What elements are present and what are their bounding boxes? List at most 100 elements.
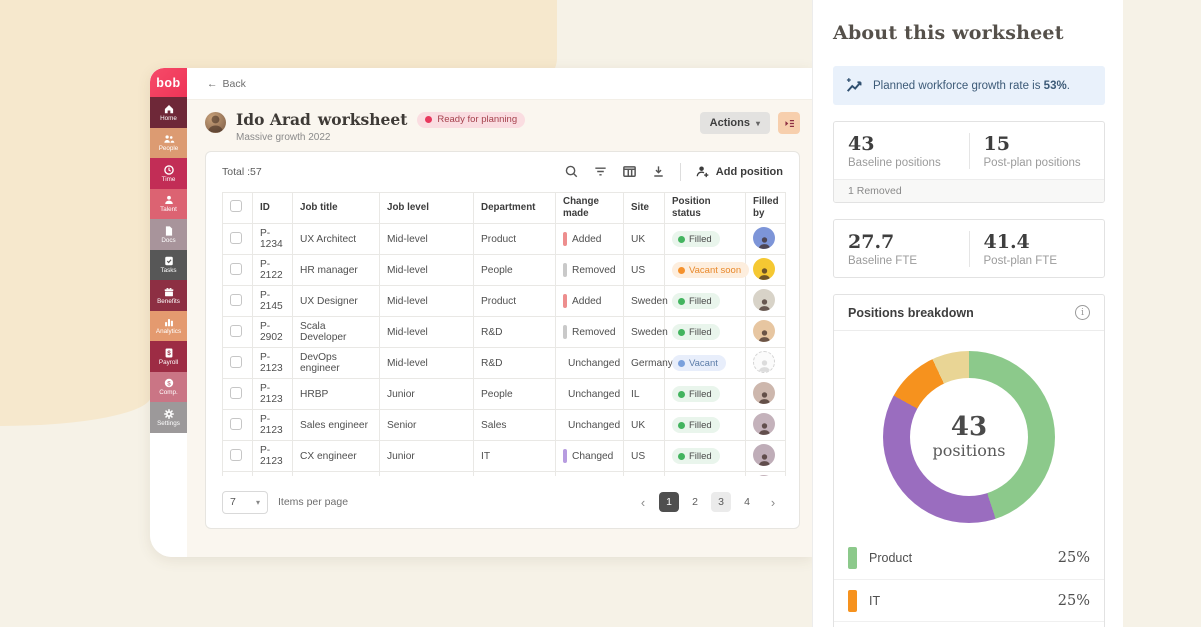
sidebar-item-time[interactable]: Time xyxy=(150,158,187,189)
avatar[interactable] xyxy=(753,319,775,342)
people-icon xyxy=(163,133,175,145)
sidebar-item-benefits[interactable]: Benefits xyxy=(150,280,187,311)
prev-page-button[interactable]: ‹ xyxy=(633,492,653,512)
sidebar-item-label: Talent xyxy=(160,206,177,214)
breakdown-title: Positions breakdown xyxy=(848,305,974,320)
avatar[interactable] xyxy=(753,381,775,404)
position-status-badge: Filled xyxy=(672,417,720,434)
row-checkbox[interactable] xyxy=(230,324,242,337)
cell-site: IL xyxy=(623,378,665,411)
table-row-partial[interactable] xyxy=(222,471,786,477)
status-label: Filled xyxy=(689,419,712,431)
positions-donut-chart: 43 positions xyxy=(883,351,1055,523)
legend-label: IT xyxy=(869,593,881,608)
toolbar-divider xyxy=(679,162,681,181)
page-button-4[interactable]: 4 xyxy=(737,492,757,512)
page-button-2[interactable]: 2 xyxy=(685,492,705,512)
columns-icon[interactable] xyxy=(622,164,637,179)
sidebar-item-docs[interactable]: Docs xyxy=(150,219,187,250)
row-checkbox[interactable] xyxy=(230,355,242,368)
cell-department: People xyxy=(473,254,556,287)
row-checkbox[interactable] xyxy=(230,417,242,430)
avatar[interactable] xyxy=(753,257,775,280)
bob-logo-text: bob xyxy=(156,75,181,90)
avatar[interactable] xyxy=(753,474,775,477)
sidebar-item-home[interactable]: Home xyxy=(150,97,187,128)
row-checkbox[interactable] xyxy=(230,293,242,306)
column-header-department[interactable]: Department xyxy=(473,191,556,225)
add-position-button[interactable]: Add position xyxy=(695,164,783,179)
actions-button[interactable]: Actions ▾ xyxy=(699,112,770,134)
row-checkbox[interactable] xyxy=(230,386,242,399)
column-header-job-title[interactable]: Job title xyxy=(292,191,380,225)
row-checkbox[interactable] xyxy=(230,231,242,244)
sidebar-item-payroll[interactable]: $ Payroll xyxy=(150,341,187,372)
table-row[interactable]: P-2902 Scala Developer Mid-level R&D Rem… xyxy=(222,316,786,349)
table-row[interactable]: P-2123 Sales engineer Senior Sales Uncha… xyxy=(222,409,786,442)
postplan-fte-stat: 41.4 Post-plan FTE xyxy=(968,231,1105,267)
page-button-1[interactable]: 1 xyxy=(659,492,679,513)
table-row[interactable]: P-2123 DevOps engineer Mid-level R&D Unc… xyxy=(222,347,786,380)
back-link[interactable]: ← Back xyxy=(207,78,246,90)
next-page-button[interactable]: › xyxy=(763,492,783,512)
cell-job-title: DevOps engineer xyxy=(292,347,380,380)
actions-button-label: Actions xyxy=(709,117,750,129)
cell-job-level: Senior xyxy=(379,409,474,442)
items-per-page-select[interactable]: 7 ▾ xyxy=(222,490,268,514)
download-icon[interactable] xyxy=(651,164,666,179)
sidebar-item-tasks[interactable]: Tasks xyxy=(150,249,187,280)
sidebar-item-comp[interactable]: $ Comp. xyxy=(150,371,187,402)
search-icon[interactable] xyxy=(564,164,579,179)
table-row[interactable]: P-2123 HRBP Junior People Unchanged IL F… xyxy=(222,378,786,411)
avatar[interactable] xyxy=(753,288,775,311)
sidebar-item-settings[interactable]: Settings xyxy=(150,402,187,433)
cell-job-title: Scala Developer xyxy=(292,316,380,349)
avatar[interactable] xyxy=(753,226,775,249)
select-all-checkbox[interactable] xyxy=(230,199,242,212)
cell-position-status: Filled xyxy=(664,409,746,442)
info-icon[interactable]: i xyxy=(1075,305,1090,320)
avatar[interactable] xyxy=(753,412,775,435)
sidebar-item-talent[interactable]: Talent xyxy=(150,188,187,219)
sidebar-item-analytics[interactable]: Analytics xyxy=(150,310,187,341)
row-checkbox[interactable] xyxy=(230,262,242,275)
avatar-placeholder[interactable] xyxy=(753,351,775,374)
status-label: Filled xyxy=(689,233,712,245)
column-header-position-status[interactable]: Position status xyxy=(664,191,746,225)
sidebar-item-people[interactable]: People xyxy=(150,127,187,158)
column-header-id[interactable]: ID xyxy=(252,191,293,225)
table-row[interactable]: P-1234 UX Architect Mid-level Product Ad… xyxy=(222,223,786,256)
cell-change-made: Added xyxy=(555,285,624,318)
change-bar xyxy=(563,294,567,309)
bob-logo[interactable]: bob xyxy=(150,68,187,97)
row-checkbox[interactable] xyxy=(230,448,242,461)
cell-site: UK xyxy=(623,409,665,442)
cell-site: Sweden xyxy=(623,285,668,318)
table-row[interactable]: P-2123 CX engineer Junior IT Changed US … xyxy=(222,440,786,473)
column-header-filled-by[interactable]: Filled by xyxy=(745,191,786,225)
column-header-change-made[interactable]: Change made xyxy=(555,191,624,225)
column-header-job-level[interactable]: Job level xyxy=(379,191,474,225)
avatar[interactable] xyxy=(753,443,775,466)
filter-icon[interactable] xyxy=(593,164,608,179)
change-bar xyxy=(563,449,567,464)
table-row[interactable]: P-2122 HR manager Mid-level People Remov… xyxy=(222,254,786,287)
change-label: Removed xyxy=(572,326,616,338)
change-bar xyxy=(563,263,567,278)
chevron-down-icon: ▾ xyxy=(755,118,760,128)
sidebar-item-label: Payroll xyxy=(158,358,179,366)
bar-chart-icon xyxy=(163,316,175,328)
legend-item-it: IT 25% xyxy=(834,579,1104,621)
status-label: Vacant soon xyxy=(689,264,742,276)
page-button-3[interactable]: 3 xyxy=(711,492,731,513)
cell-job-title: CX engineer xyxy=(292,440,380,473)
total-count: Total :57 xyxy=(222,165,262,178)
position-status-badge: Vacant xyxy=(672,355,726,372)
change-label: Unchanged xyxy=(568,388,621,400)
table-row[interactable]: P-2145 UX Designer Mid-level Product Add… xyxy=(222,285,786,318)
cell-department: R&D xyxy=(473,316,556,349)
cell-change-made: Changed xyxy=(555,440,624,473)
cell-position-status: Filled xyxy=(664,316,746,349)
column-header-site[interactable]: Site xyxy=(623,191,665,225)
toggle-side-panel-button[interactable] xyxy=(778,112,800,134)
